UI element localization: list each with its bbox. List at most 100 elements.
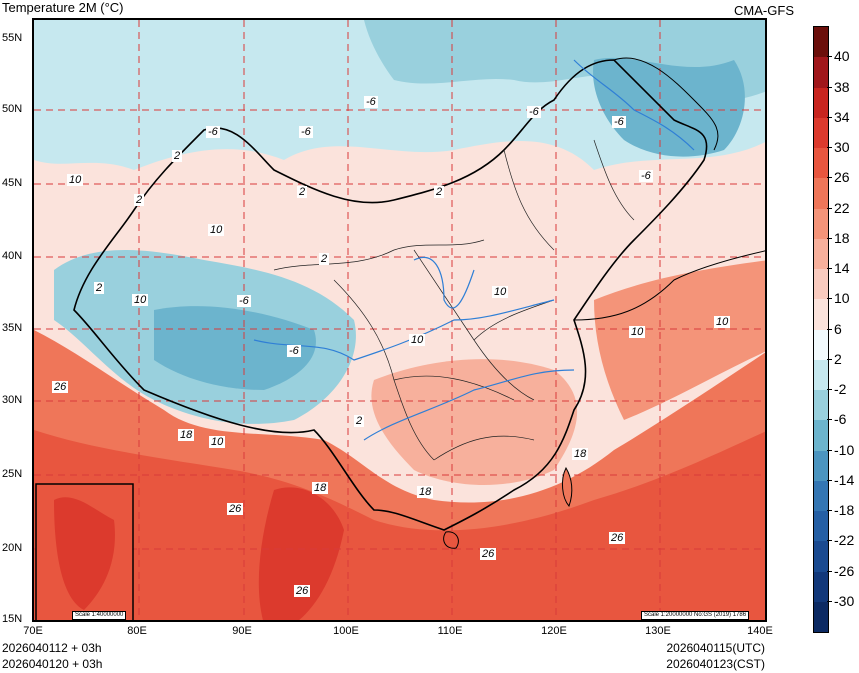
field-northeast-cold xyxy=(593,57,745,157)
main-scale: Scale 1:20000000 No:GS (2019) 1786 xyxy=(641,611,750,620)
colorbar-label: 34 xyxy=(834,108,850,125)
colorbar-tick xyxy=(827,177,832,179)
colorbar-segment xyxy=(814,238,828,269)
isotherm-label: -6 xyxy=(237,295,251,307)
init-time-cst: 2026040120 + 03h xyxy=(2,657,103,671)
lat-label: 40N xyxy=(2,250,23,262)
colorbar-label: -18 xyxy=(834,502,855,518)
colorbar-label: 14 xyxy=(834,260,850,276)
colorbar-segment xyxy=(814,148,828,179)
northeast-border xyxy=(613,57,719,151)
lon-label: 140E xyxy=(747,625,773,637)
valid-time-utc: 2026040115(UTC) xyxy=(666,641,765,655)
isotherm-label: 10 xyxy=(714,316,731,328)
field-plateau-colder xyxy=(154,306,316,390)
colorbar-segment xyxy=(814,178,828,209)
field-india-hot xyxy=(258,487,344,620)
chart-title: Temperature 2M (°C) xyxy=(2,0,124,15)
colorbar-tick xyxy=(827,358,832,360)
isotherm-label: -6 xyxy=(299,126,313,138)
colorbar-segment xyxy=(814,87,828,118)
isotherm-label: -6 xyxy=(612,116,626,128)
colorbar-tick xyxy=(827,510,832,511)
colorbar-segment xyxy=(814,511,828,542)
colorbar-tick xyxy=(827,600,832,602)
isotherm-label: 2 xyxy=(297,186,308,198)
colorbar-tick xyxy=(827,328,832,330)
lon-label: 120E xyxy=(541,625,567,637)
isotherm-label: 2 xyxy=(94,282,105,294)
colorbar-segment xyxy=(814,117,828,148)
colorbar-segment xyxy=(814,420,828,451)
isotherm-label: -6 xyxy=(527,106,541,118)
colorbar-tick xyxy=(827,207,832,209)
field-central-warm xyxy=(371,359,578,485)
lon-label: 130E xyxy=(645,625,671,637)
isotherm-label: -6 xyxy=(364,96,378,108)
isotherm-label: 26 xyxy=(52,381,69,393)
colorbar-tick xyxy=(827,570,832,572)
colorbar-tick xyxy=(827,479,832,481)
colorbar-segment xyxy=(814,541,828,572)
lon-label: 110E xyxy=(437,625,463,637)
colorbar-segment xyxy=(814,571,828,602)
field-east-sea xyxy=(594,260,765,420)
lat-label: 45N xyxy=(2,177,23,189)
colorbar-label: -22 xyxy=(834,532,855,549)
valid-time-cst: 2026040123(CST) xyxy=(666,657,765,671)
colorbar-tick xyxy=(827,268,832,269)
init-time-utc: 2026040112 + 03h xyxy=(2,641,102,655)
colorbar-segment xyxy=(814,359,828,390)
colorbar-label: 22 xyxy=(834,199,850,216)
isotherm-label: 10 xyxy=(492,286,509,298)
colorbar-segment xyxy=(814,299,828,330)
colorbar-label: -26 xyxy=(834,562,855,579)
colorbar-label: 30 xyxy=(834,139,850,155)
colorbar-label: 10 xyxy=(834,290,850,307)
lat-label: 20N xyxy=(2,542,23,554)
isotherm-label: 26 xyxy=(480,548,497,560)
colorbar-segment xyxy=(814,27,828,58)
colorbar-segment xyxy=(814,450,828,481)
colorbar-tick xyxy=(827,389,832,390)
lat-label: 15N xyxy=(2,613,23,625)
colorbar-tick xyxy=(827,237,832,239)
lon-label: 90E xyxy=(232,625,252,637)
isotherm-label: 10 xyxy=(67,174,84,186)
colorbar-label: 40 xyxy=(834,48,850,65)
colorbar-label: -6 xyxy=(834,411,847,428)
isotherm-label: 18 xyxy=(417,486,434,498)
colorbar-label: -2 xyxy=(834,381,847,397)
lon-label: 70E xyxy=(23,625,43,637)
rivers xyxy=(253,59,695,441)
isotherm-label: 2 xyxy=(172,150,183,162)
colorbar-label: 2 xyxy=(834,350,842,367)
island-taiwan xyxy=(561,466,573,507)
lon-label: 80E xyxy=(127,625,147,637)
isotherm-label: 26 xyxy=(609,532,626,544)
map-panel: -6 -6 -6 -6 -6 -6 -6 -6 2 2 2 2 2 2 2 10… xyxy=(32,18,767,622)
inset-sea xyxy=(54,497,115,610)
isotherm-label: 10 xyxy=(208,224,225,236)
colorbar-tick xyxy=(827,116,832,118)
colorbar-tick xyxy=(827,449,832,451)
isotherm-label: 18 xyxy=(178,429,195,441)
colorbar-segment xyxy=(814,390,828,421)
province-borders xyxy=(273,139,635,461)
isotherm-label: 2 xyxy=(434,186,445,198)
island-hainan xyxy=(443,531,459,549)
inset-scale: Scale 1:40000000 xyxy=(72,611,127,620)
field-south-hot xyxy=(34,430,765,620)
coastline xyxy=(573,250,765,321)
isotherm-label: 10 xyxy=(209,436,226,448)
isotherm-label: 18 xyxy=(312,482,329,494)
colorbar-label: -30 xyxy=(834,592,855,609)
graticule xyxy=(34,20,765,620)
lon-label: 100E xyxy=(333,625,359,637)
country-border xyxy=(73,59,708,531)
isotherm-label: 2 xyxy=(134,194,145,206)
isotherm-label: 2 xyxy=(319,253,330,265)
colorbar-tick xyxy=(827,56,832,58)
temperature-map xyxy=(34,20,765,620)
isotherm-label: 10 xyxy=(629,326,646,338)
